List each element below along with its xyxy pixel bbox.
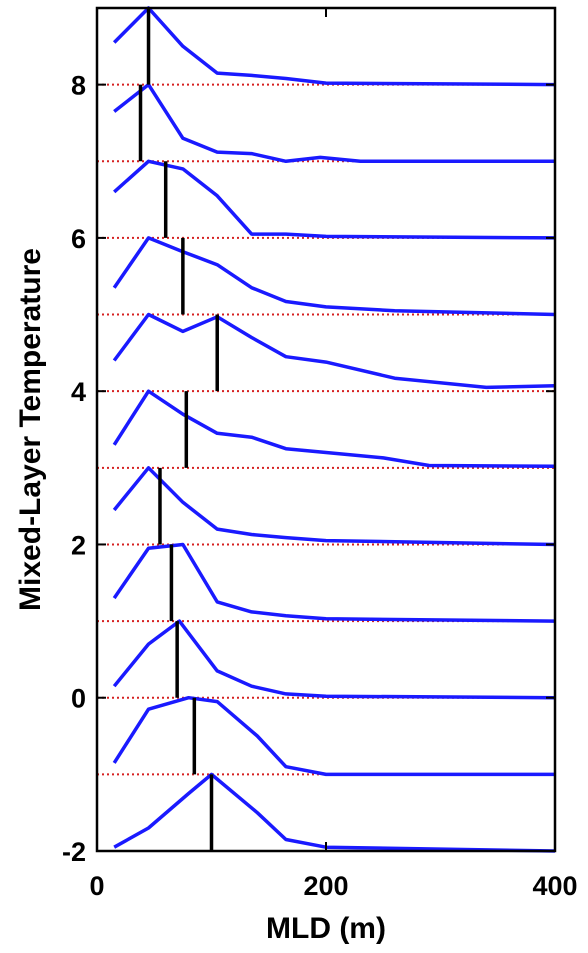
plot-frame [95, 6, 557, 853]
series-line-2 [112, 619, 556, 700]
curve-group [112, 6, 556, 853]
y-tick-label: 8 [71, 71, 86, 101]
y-tick-label: 0 [71, 684, 86, 714]
series-line-5 [112, 389, 556, 469]
y-tick-label: 6 [71, 224, 86, 254]
marker-group [138, 8, 219, 851]
series-line-3 [112, 542, 556, 623]
series-line-4 [112, 466, 556, 547]
series-line-7 [112, 236, 556, 317]
x-tick-label: 0 [89, 871, 104, 901]
series-line-10 [112, 6, 556, 87]
series-line-0 [113, 772, 556, 853]
series-line-8 [113, 159, 556, 240]
series-line-9 [113, 82, 555, 164]
series-line-6 [112, 312, 556, 390]
x-tick-label: 200 [303, 871, 348, 901]
y-tick-label: 4 [71, 377, 86, 407]
y-tick-label: -2 [62, 837, 86, 867]
x-tick-label: 400 [532, 871, 577, 901]
series-line-1 [112, 695, 555, 777]
x-axis-label: MLD (m) [266, 912, 386, 945]
y-tick-label: 2 [71, 530, 86, 560]
y-axis-label: Mixed-Layer Temperature [14, 248, 47, 611]
